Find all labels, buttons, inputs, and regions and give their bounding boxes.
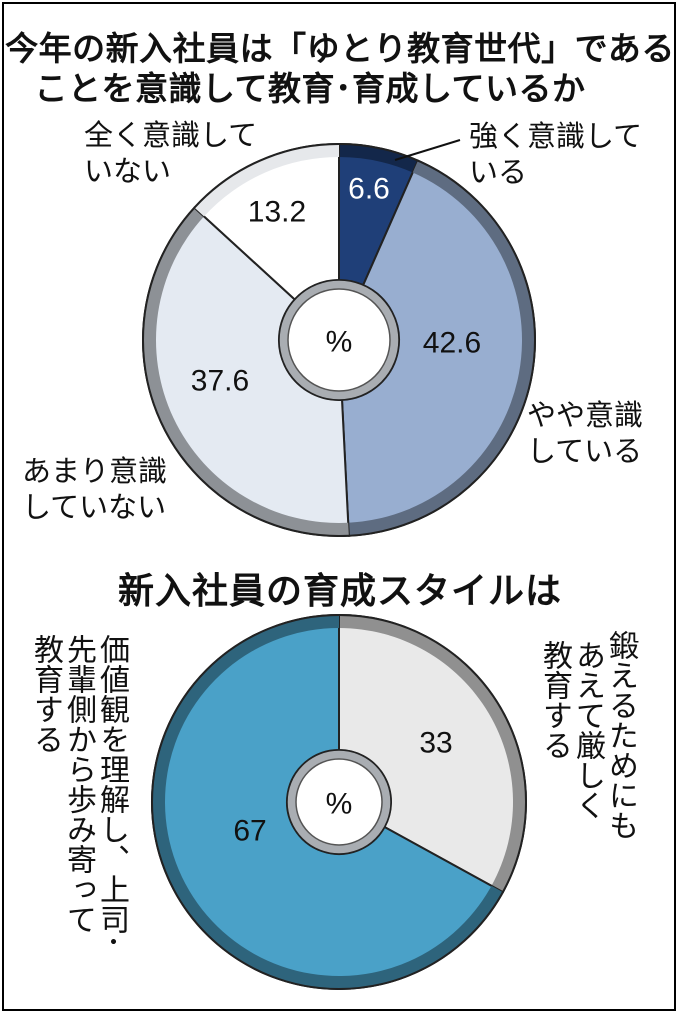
chart1-outline (142, 143, 536, 537)
chart1-value-label-1: 42.6 (423, 327, 481, 360)
label-not-very-aware-line1: あまり意識 (22, 454, 168, 488)
label-not-aware-at-all: 全く意識して いない (84, 117, 257, 189)
chart1-title-line1: 今年の新入社員は「ゆとり教育世代」である (5, 29, 675, 68)
label-somewhat-aware-line2: している (527, 434, 643, 468)
label-strongly-aware: 強く意識して いる (469, 118, 642, 190)
label-strongly-aware-line1: 強く意識して (469, 119, 643, 153)
chart1-value-label-2: 37.6 (191, 365, 249, 398)
chart1-value-label-3: 13.2 (248, 196, 306, 229)
label-strict-line2: あえて厳しく (570, 640, 605, 820)
chart2-value-label-1: 67 (233, 815, 266, 848)
label-strict-line3: 教育する (537, 640, 572, 760)
label-understanding-line1: 価値観を理解し、上司･ (94, 634, 129, 949)
chart1-value-label-0: 6.6 (348, 173, 390, 206)
chart2-value-label-0: 33 (419, 727, 452, 760)
label-strict-line1: 鍛えるためにも (603, 630, 638, 840)
label-not-very-aware-line2: していない (22, 490, 167, 524)
chart2-title: 新入社員の育成スタイルは (117, 571, 562, 612)
chart1-slice-0-rim (339, 144, 418, 173)
label-not-aware-at-all-line1: 全く意識して (84, 118, 258, 152)
chart1-center-label: % (326, 326, 353, 359)
label-strongly-aware-line2: いる (469, 155, 528, 189)
label-not-very-aware: あまり意識 していない (22, 453, 167, 525)
label-understanding-line3: 教育する (28, 634, 63, 754)
chart2-slice-0-rim (339, 615, 527, 893)
chart2-center (295, 758, 383, 846)
chart1-center (287, 288, 391, 392)
label-not-aware-at-all-line2: いない (84, 154, 172, 188)
chart1-leader-line (394, 139, 461, 161)
label-somewhat-aware-line1: やや意識 (527, 398, 644, 432)
chart1-slice-2-rim (142, 207, 349, 536)
chart2-center-label: % (326, 788, 353, 821)
chart1-title-line2: ことを意識して教育･育成しているか (34, 69, 586, 108)
label-understanding-line2: 先輩側から歩み寄って (61, 634, 96, 934)
label-somewhat-aware: やや意識 している (527, 397, 643, 469)
chart2-outline (151, 614, 527, 990)
